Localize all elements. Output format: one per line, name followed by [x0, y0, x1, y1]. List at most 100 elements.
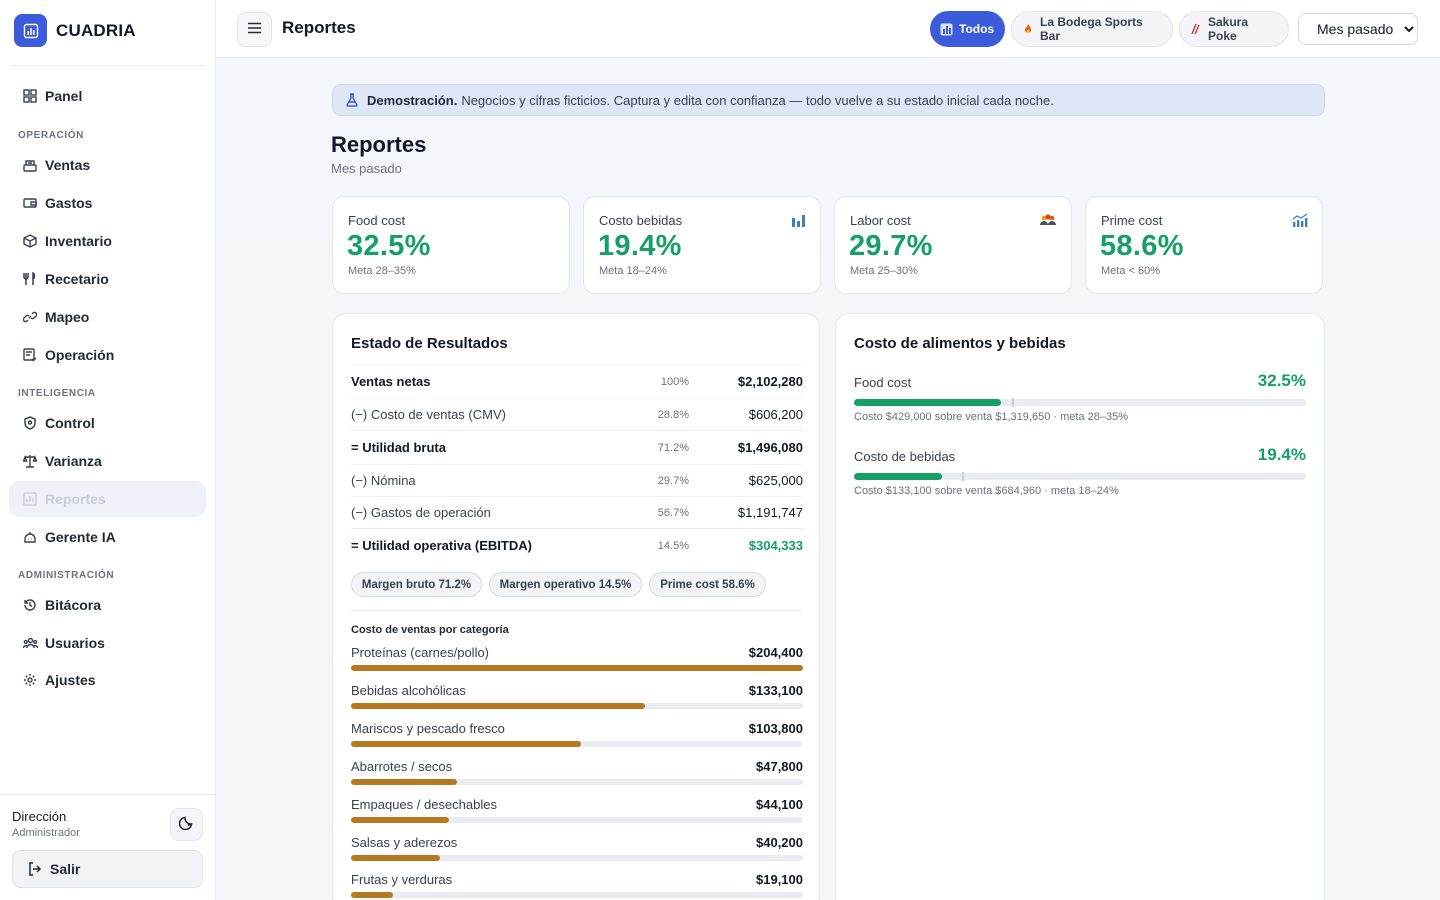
section-label-inteligencia: INTELIGENCIA: [18, 388, 96, 399]
sidebar-item-gastos[interactable]: Gastos: [9, 185, 206, 221]
sidebar-item-varianza[interactable]: Varianza: [9, 443, 206, 479]
category-bar-track: [351, 892, 803, 898]
category-bar: [351, 741, 581, 747]
pl-row-utilidad-bruta: = Utilidad bruta 71.2% $1,496,080: [351, 431, 803, 464]
cost-bar-track: [854, 472, 1306, 481]
sidebar-item-label: Reportes: [45, 491, 106, 507]
category-row: Abarrotes / secos $47,800: [351, 759, 803, 789]
sidebar-footer: Dirección Administrador Salir: [0, 794, 216, 900]
sidebar-item-label: Control: [45, 415, 95, 431]
category-row: Frutas y verduras $19,100: [351, 872, 803, 900]
category-bar: [351, 703, 646, 709]
sidebar-item-label: Gerente IA: [45, 529, 116, 545]
pl-percent: 100%: [660, 375, 689, 388]
card-title: Costo de alimentos y bebidas: [854, 335, 1066, 352]
category-bar-track: [351, 665, 803, 671]
category-row: Mariscos y pescado fresco $103,800: [351, 721, 803, 751]
filter-chip-sakura-poke[interactable]: Sakura Poke: [1179, 11, 1289, 47]
kpi-card-costo-bebidas: Costo bebidas 19.4% Meta 18–24%: [583, 196, 821, 294]
category-bar-track: [351, 703, 803, 709]
category-bar: [351, 779, 457, 785]
demo-banner-text: Negocios y cifras ficticios. Captura y e…: [461, 92, 1054, 108]
category-row: Bebidas alcohólicas $133,100: [351, 683, 803, 713]
kpi-meta: Meta < 60%: [1101, 265, 1161, 277]
flask-icon: [345, 93, 359, 107]
sidebar-item-operacion[interactable]: Operación: [9, 337, 206, 373]
topbar: Reportes Todos La Bodega Sports Bar Saku…: [216, 0, 1440, 58]
pl-percent: 28.8%: [657, 408, 689, 421]
kpi-label: Costo bebidas: [599, 213, 683, 228]
category-bar: [351, 892, 394, 898]
margin-pill: Prime cost 58.6%: [649, 572, 766, 597]
category-amount: $204,400: [748, 645, 803, 660]
kpi-value: 19.4%: [598, 230, 682, 262]
category-bar-track: [351, 855, 803, 861]
sidebar-item-mapeo[interactable]: Mapeo: [9, 299, 206, 335]
sidebar-item-inventario[interactable]: Inventario: [9, 223, 206, 259]
sidebar-item-recetario[interactable]: Recetario: [9, 261, 206, 297]
sidebar-item-ventas[interactable]: Ventas: [9, 147, 206, 183]
theme-toggle-button[interactable]: [170, 808, 203, 841]
chip-label: Sakura Poke: [1208, 15, 1249, 43]
period-select[interactable]: Mes pasado: [1298, 13, 1418, 45]
sidebar-item-bitacora[interactable]: Bitácora: [9, 587, 206, 623]
pl-row-ebitda: = Utilidad operativa (EBITDA) 14.5% $304…: [351, 529, 803, 562]
margin-pill: Margen bruto 71.2%: [351, 572, 482, 597]
pl-amount: $606,200: [748, 407, 803, 422]
pl-row-costo-ventas: (−) Costo de ventas (CMV) 28.8% $606,200: [351, 398, 803, 431]
divider: [351, 398, 803, 399]
pl-amount: $1,191,747: [737, 505, 803, 520]
pl-label: (−) Gastos de operación: [351, 505, 491, 520]
menu-toggle-button[interactable]: [237, 12, 272, 47]
sidebar-item-panel[interactable]: Panel: [9, 78, 206, 114]
pl-percent: 71.2%: [657, 441, 689, 454]
shield-icon: [22, 415, 38, 431]
sidebar-item-ajustes[interactable]: Ajustes: [9, 662, 206, 698]
category-bar: [351, 665, 803, 671]
sidebar-item-label: Usuarios: [45, 635, 105, 651]
sidebar-item-usuarios[interactable]: Usuarios: [9, 625, 206, 661]
pl-amount: $2,102,280: [737, 374, 803, 389]
category-label: Bebidas alcohólicas: [351, 683, 466, 698]
divider: [12, 65, 204, 66]
categories-heading: Costo de ventas por categoría: [351, 624, 509, 636]
grid-icon: [22, 88, 38, 104]
filter-chip-todos[interactable]: Todos: [930, 11, 1005, 47]
kpi-value: 58.6%: [1100, 230, 1184, 262]
category-label: Frutas y verduras: [351, 872, 453, 887]
sidebar-item-control[interactable]: Control: [9, 405, 206, 441]
category-bar: [351, 855, 440, 861]
divider: [351, 496, 803, 497]
cost-label: Costo de bebidas: [854, 449, 956, 464]
brand[interactable]: CUADRIA: [14, 14, 136, 47]
gear-icon: [22, 672, 38, 688]
category-amount: $40,200: [756, 835, 803, 850]
category-amount: $47,800: [756, 759, 803, 774]
card-title: Estado de Resultados: [351, 335, 508, 352]
cost-bar-track: [854, 398, 1306, 407]
category-bar-track: [351, 817, 803, 823]
wallet-icon: [22, 195, 38, 211]
kpi-card-prime-cost: Prime cost 58.6% Meta < 60%: [1085, 196, 1323, 294]
divider: [351, 610, 803, 611]
divider: [351, 430, 803, 431]
sidebar-item-label: Mapeo: [45, 309, 90, 325]
kpi-meta: Meta 18–24%: [599, 265, 667, 277]
user-role: Administrador: [12, 827, 80, 839]
scale-icon: [22, 453, 38, 469]
topbar-title: Reportes: [282, 18, 356, 37]
sidebar-item-reportes[interactable]: Reportes: [9, 481, 206, 517]
logout-button[interactable]: Salir: [12, 850, 203, 888]
kpi-meta: Meta 25–30%: [850, 265, 918, 277]
pl-amount: $304,333: [748, 538, 803, 553]
margin-pill: Margen operativo 14.5%: [489, 572, 642, 597]
bar-chart-icon: [791, 213, 806, 228]
sidebar-item-gerente-ia[interactable]: Gerente IA: [9, 519, 206, 555]
cost-value: 32.5%: [1257, 371, 1306, 390]
filter-chip-la-bodega[interactable]: La Bodega Sports Bar: [1011, 11, 1173, 47]
category-amount: $44,100: [756, 797, 803, 812]
category-bar-track: [351, 741, 803, 747]
sidebar-item-label: Varianza: [45, 453, 102, 469]
main-content: Demostración. Negocios y cifras ficticio…: [216, 58, 1440, 900]
demo-banner: Demostración. Negocios y cifras ficticio…: [332, 84, 1325, 116]
